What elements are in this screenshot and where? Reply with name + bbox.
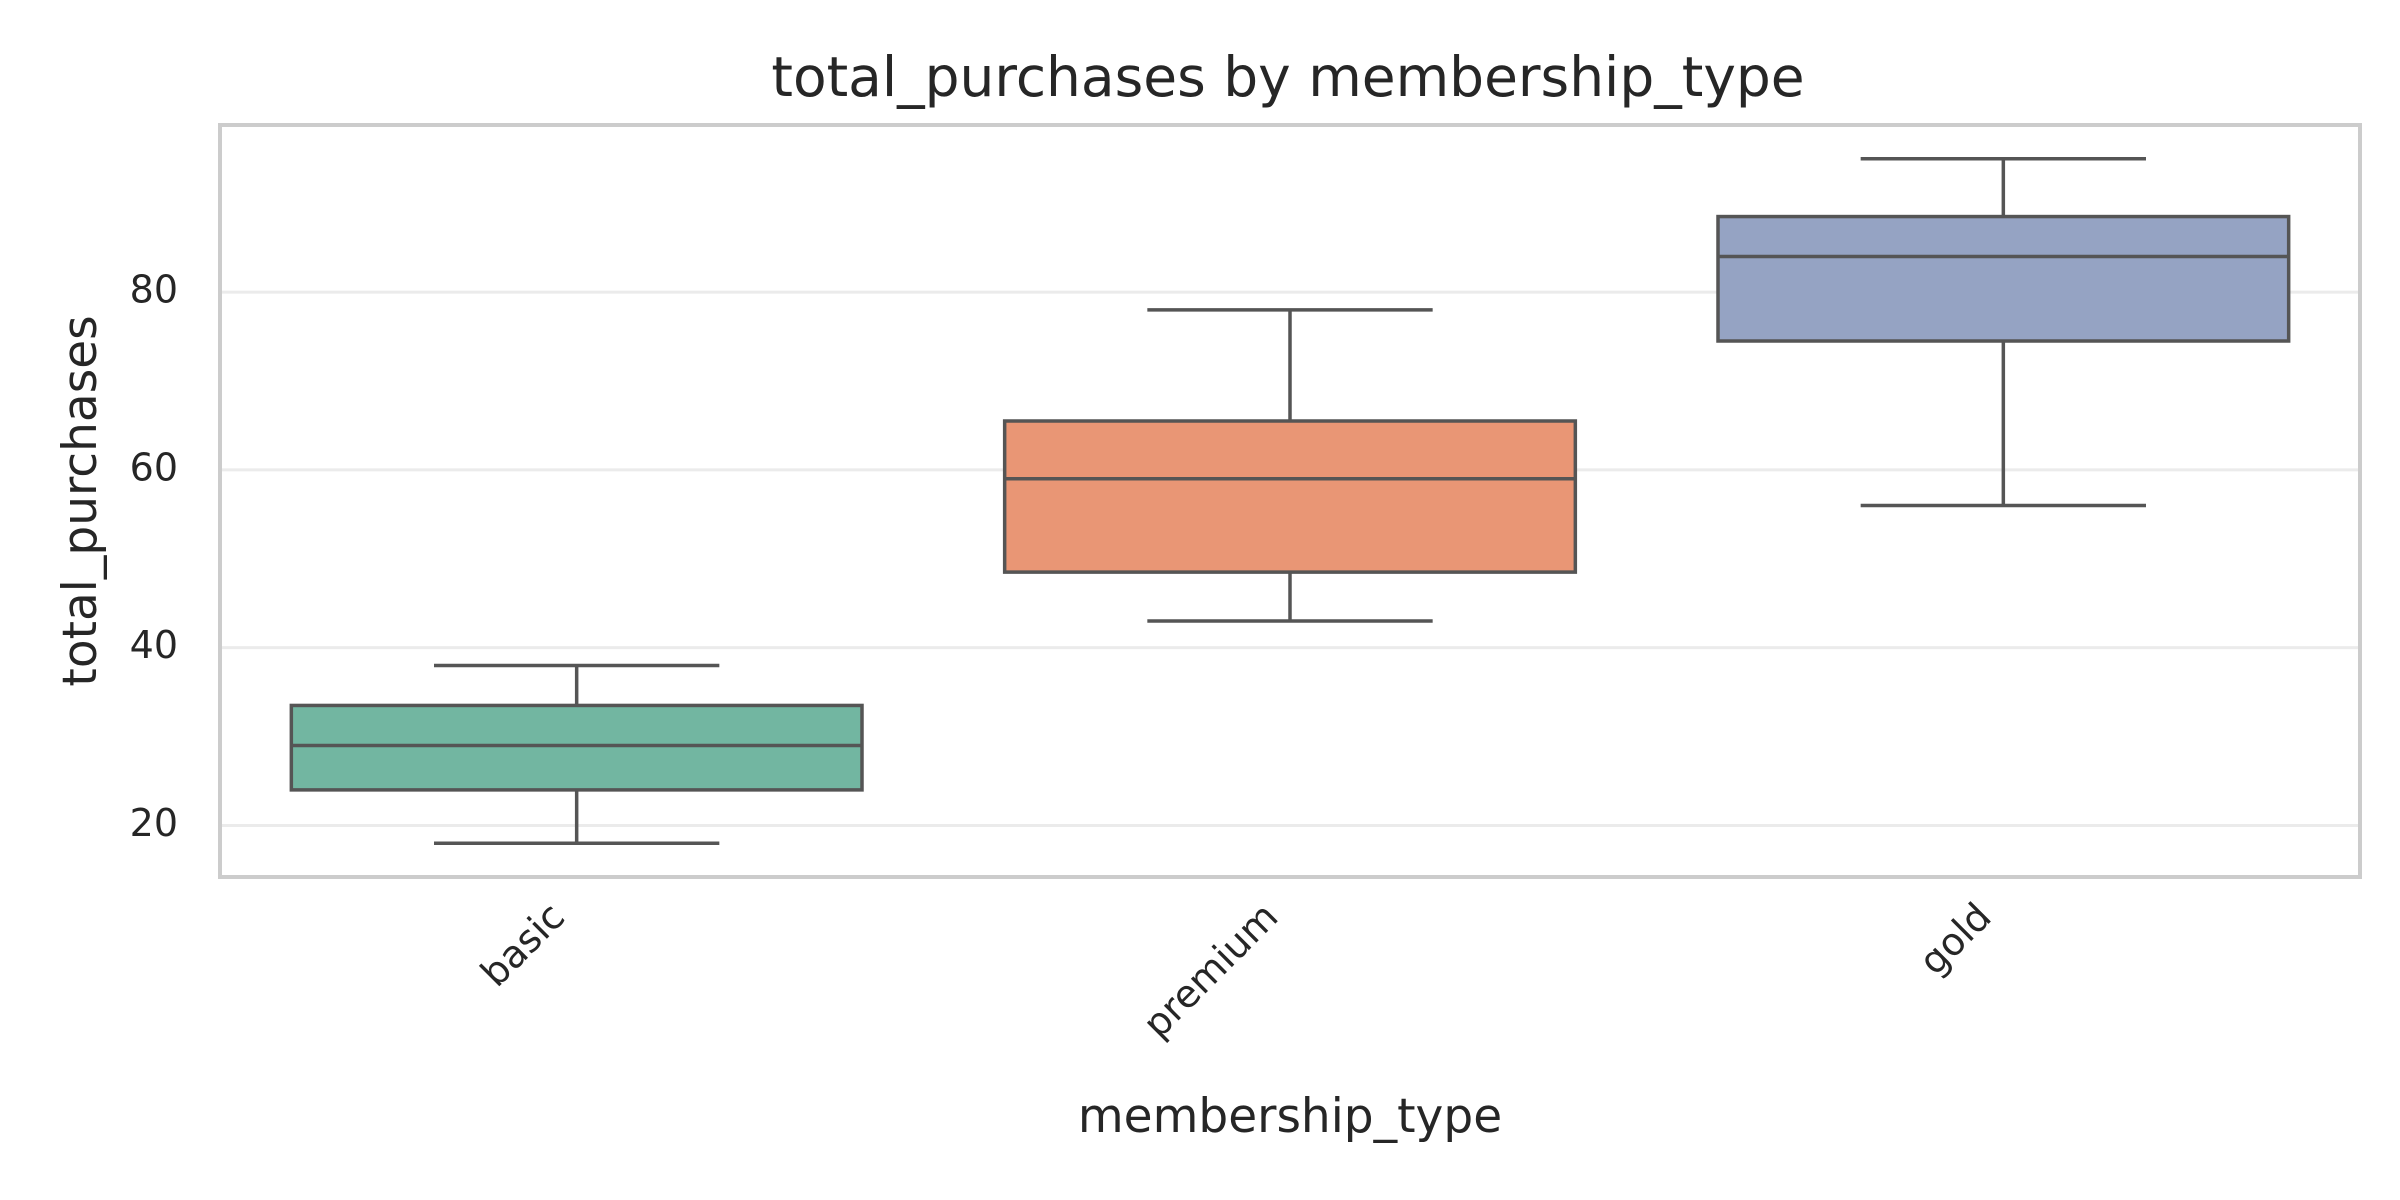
y-tick-label: 20 — [130, 801, 178, 845]
y-tick-label: 40 — [130, 623, 178, 667]
y-tick-label: 60 — [130, 445, 178, 489]
y-tick-label: 80 — [130, 268, 178, 312]
box-plots — [289, 157, 2291, 845]
chart-title: total_purchases by membership_type — [771, 45, 1804, 109]
x-axis-label: membership_type — [1078, 1089, 1502, 1144]
box-gold — [1716, 157, 2291, 508]
iqr-box — [289, 703, 864, 792]
plot-frame — [218, 123, 2362, 879]
iqr-box — [1002, 419, 1578, 574]
box-premium — [1002, 308, 1578, 623]
y-axis-label: total_purchases — [53, 315, 108, 686]
iqr-box — [1716, 214, 2291, 343]
box-basic — [289, 663, 864, 845]
